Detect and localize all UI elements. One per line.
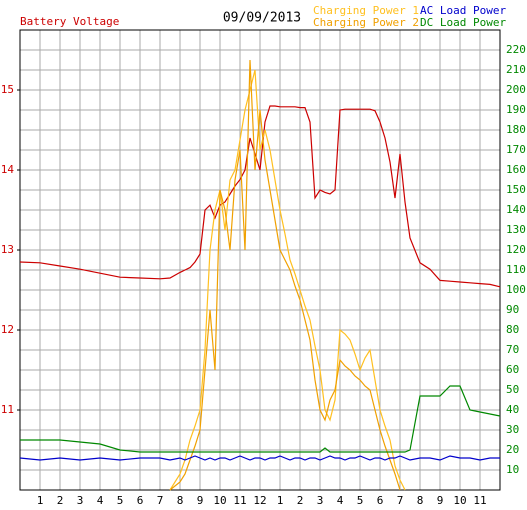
chart-title: 09/09/2013	[223, 11, 301, 26]
y2-tick-label: 90	[506, 303, 519, 316]
x-tick-label: 7	[397, 494, 404, 507]
y2-tick-label: 40	[506, 403, 519, 416]
y-tick-label: 13	[1, 243, 14, 256]
y-tick-label: 12	[1, 323, 14, 336]
x-tick-label: 2	[297, 494, 304, 507]
legend-label: AC Load Power	[420, 4, 506, 17]
y2-tick-label: 70	[506, 343, 519, 356]
x-tick-label: 8	[177, 494, 184, 507]
y-tick-label: 11	[1, 403, 14, 416]
series-line	[20, 385, 501, 453]
series-line	[169, 59, 401, 491]
legend-label: Battery Voltage	[20, 15, 119, 28]
y2-tick-label: 220	[506, 43, 526, 56]
legend-label: Charging Power 2	[313, 16, 419, 29]
y2-tick-label: 30	[506, 423, 519, 436]
y2-tick-label: 180	[506, 123, 526, 136]
y2-tick-label: 60	[506, 363, 519, 376]
y2-tick-label: 150	[506, 183, 526, 196]
y2-tick-label: 160	[506, 163, 526, 176]
plot-frame	[19, 29, 501, 491]
x-tick-label: 7	[157, 494, 164, 507]
x-tick-label: 6	[137, 494, 144, 507]
x-tick-label: 8	[417, 494, 424, 507]
y-tick-label: 15	[1, 83, 14, 96]
x-tick-label: 2	[57, 494, 64, 507]
y2-tick-label: 20	[506, 443, 519, 456]
y2-tick-label: 210	[506, 63, 526, 76]
series-line	[19, 105, 501, 288]
x-tick-label: 10	[213, 494, 226, 507]
x-tick-label: 5	[117, 494, 124, 507]
y2-tick-label: 50	[506, 383, 519, 396]
y2-tick-label: 170	[506, 143, 526, 156]
x-tick-label: 6	[377, 494, 384, 507]
x-tick-label: 3	[317, 494, 324, 507]
x-tick-label: 10	[453, 494, 466, 507]
y-tick-label: 14	[1, 163, 15, 176]
x-tick-label: 4	[97, 494, 104, 507]
x-tick-label: 4	[337, 494, 344, 507]
y2-tick-label: 110	[506, 263, 526, 276]
x-tick-label: 3	[77, 494, 84, 507]
y2-tick-label: 190	[506, 103, 526, 116]
series-line	[19, 455, 500, 461]
x-tick-label: 5	[357, 494, 364, 507]
y2-tick-label: 80	[506, 323, 519, 336]
y2-tick-label: 100	[506, 283, 526, 296]
x-tick-label: 11	[233, 494, 246, 507]
x-tick-label: 12	[253, 494, 266, 507]
y2-tick-label: 130	[506, 223, 526, 236]
y2-tick-label: 140	[506, 203, 526, 216]
legend-label: DC Load Power	[420, 16, 506, 29]
x-tick-label: 9	[197, 494, 204, 507]
y2-tick-label: 200	[506, 83, 526, 96]
x-tick-label: 9	[437, 494, 444, 507]
y2-tick-label: 120	[506, 243, 526, 256]
series-line	[169, 69, 406, 491]
x-tick-label: 11	[473, 494, 486, 507]
x-tick-label: 1	[37, 494, 44, 507]
x-tick-label: 1	[277, 494, 284, 507]
y2-tick-label: 10	[506, 463, 519, 476]
legend-label: Charging Power 1	[313, 4, 419, 17]
